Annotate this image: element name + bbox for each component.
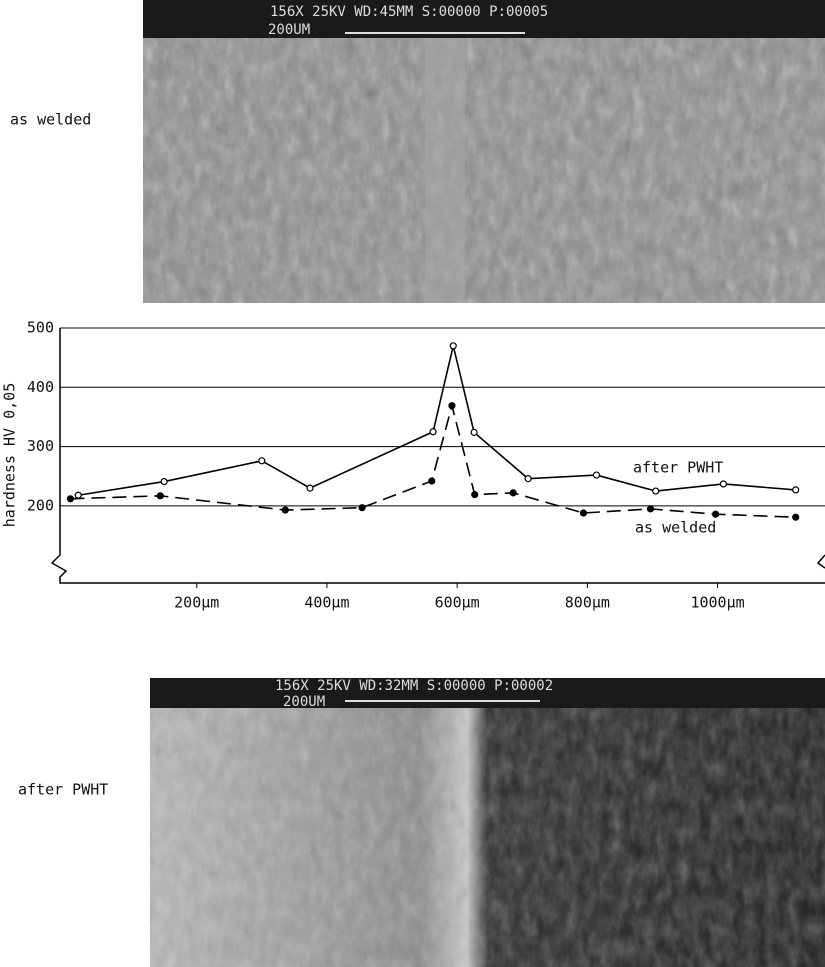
marker — [157, 493, 163, 499]
marker — [307, 485, 313, 491]
marker — [525, 476, 531, 482]
x-tick-label: 1000µm — [690, 594, 744, 612]
marker — [75, 492, 81, 498]
marker — [793, 487, 799, 493]
y-tick-label: 200 — [27, 496, 54, 514]
marker — [67, 496, 73, 502]
y-tick-label: 300 — [27, 437, 54, 455]
marker — [648, 506, 654, 512]
series-label: as welded — [635, 519, 716, 537]
image-label: after PWHT — [18, 781, 108, 799]
marker — [161, 479, 167, 485]
marker — [449, 403, 455, 409]
marker — [359, 505, 365, 511]
figure: 156X 25KV WD:45MM S:00000 P:00005 200UM … — [0, 0, 825, 967]
marker — [653, 488, 659, 494]
marker — [259, 458, 265, 464]
sem-header: 156X 25KV WD:32MM S:00000 P:00002 — [275, 678, 553, 694]
marker — [593, 472, 599, 478]
marker — [472, 492, 478, 498]
marker — [282, 507, 288, 513]
x-tick-label: 400µm — [304, 594, 349, 612]
sem-header: 156X 25KV WD:45MM S:00000 P:00005 — [270, 4, 548, 20]
axis-break — [818, 555, 825, 568]
marker — [720, 481, 726, 487]
y-tick-label: 500 — [27, 319, 54, 337]
marker — [471, 429, 477, 435]
marker — [429, 478, 435, 484]
marker — [450, 343, 456, 349]
series-label: after PWHT — [633, 459, 723, 477]
sem-image: 156X 25KV WD:32MM S:00000 P:00002 200UM — [150, 678, 825, 967]
sem-image: 156X 25KV WD:45MM S:00000 P:00005 200UM — [143, 0, 825, 303]
y-tick-label: 400 — [27, 378, 54, 396]
marker — [793, 514, 799, 520]
x-tick-label: 200µm — [174, 594, 219, 612]
axis — [52, 328, 825, 583]
y-axis-label: hardness HV 0,05 — [1, 383, 19, 528]
x-tick-label: 800µm — [565, 594, 610, 612]
marker — [713, 511, 719, 517]
image-label: as welded — [10, 111, 91, 129]
sem-scale: 200UM — [283, 694, 325, 710]
x-tick-label: 600µm — [435, 594, 480, 612]
marker — [510, 490, 516, 496]
marker — [580, 510, 586, 516]
sem-scale: 200UM — [268, 22, 310, 38]
marker — [430, 429, 436, 435]
